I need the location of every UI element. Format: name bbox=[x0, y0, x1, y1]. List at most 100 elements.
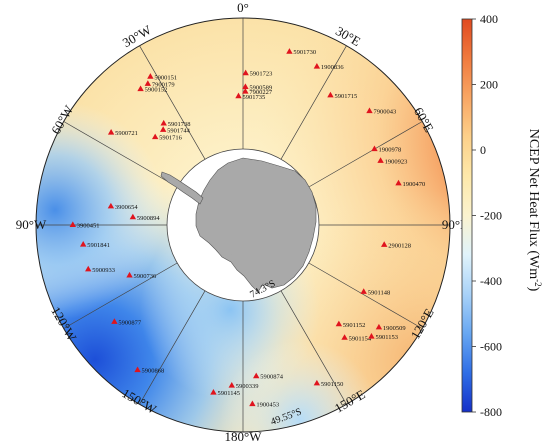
float-id-label: 5900894 bbox=[137, 215, 161, 222]
float-marker bbox=[80, 241, 87, 247]
meridian-line bbox=[139, 290, 206, 405]
float-id-label: 5901723 bbox=[250, 71, 273, 78]
float-marker bbox=[107, 129, 115, 135]
lon-label-90w: 90°W bbox=[16, 217, 47, 232]
float-marker bbox=[366, 107, 373, 114]
float-marker bbox=[375, 323, 383, 330]
float-marker bbox=[286, 48, 293, 54]
colorbar-tick-label: 200 bbox=[480, 78, 498, 92]
float-marker bbox=[126, 271, 133, 278]
float-marker bbox=[313, 62, 321, 69]
float-id-label: 1900453 bbox=[256, 402, 279, 409]
float-id-label: 1900923 bbox=[385, 158, 408, 165]
meridian-line bbox=[280, 45, 347, 160]
meridian-line bbox=[139, 45, 206, 160]
float-marker bbox=[69, 221, 76, 227]
colorbar-tick-label: -600 bbox=[480, 340, 502, 354]
float-id-label: 5900933 bbox=[92, 267, 115, 274]
float-id-label: 5901716 bbox=[159, 135, 183, 142]
float-marker bbox=[253, 372, 260, 379]
float-id-label: 5900339 bbox=[236, 383, 259, 390]
float-id-label: 1900509 bbox=[383, 325, 406, 332]
colorbar: 400 200 0 -200 -400 -600 -800 NCEP Net Heat Fl… bbox=[461, 12, 543, 419]
lon-label-180w: 180°W bbox=[225, 429, 263, 444]
antarctic-peninsula bbox=[160, 171, 204, 205]
float-id-label: 5901738 bbox=[168, 121, 191, 128]
colorbar-ramp bbox=[461, 18, 473, 413]
float-marker bbox=[85, 265, 92, 272]
meridian-line bbox=[63, 262, 178, 329]
float-marker bbox=[341, 334, 348, 340]
antarctica-landmass bbox=[160, 157, 317, 293]
float-marker bbox=[160, 119, 167, 126]
ice-shelf-island bbox=[229, 244, 242, 256]
float-marker bbox=[381, 241, 388, 247]
float-id-label: 5900152 bbox=[145, 87, 168, 94]
float-id-label: 5901730 bbox=[293, 49, 316, 56]
float-marker bbox=[137, 85, 144, 92]
float-id-label: 1900978 bbox=[378, 147, 401, 154]
float-marker bbox=[360, 288, 367, 294]
float-id-label: 7900227 bbox=[249, 89, 273, 96]
float-marker bbox=[249, 400, 256, 407]
argo-float-markers: 5901730 1900836 5901715 5901723 590058979002… bbox=[69, 48, 426, 409]
float-id-label: 5900589 bbox=[249, 85, 272, 92]
float-id-label: 5901154 bbox=[349, 335, 372, 342]
float-marker bbox=[210, 389, 217, 395]
float-marker bbox=[235, 92, 242, 99]
float-marker bbox=[368, 333, 375, 339]
float-id-label: 7900043 bbox=[373, 109, 396, 116]
meridian-line bbox=[63, 121, 178, 188]
colorbar-tick-label: -200 bbox=[480, 209, 502, 223]
float-id-label: 5901150 bbox=[321, 381, 344, 388]
float-id-label: 3900654 bbox=[115, 204, 139, 211]
float-marker bbox=[144, 80, 152, 86]
float-marker bbox=[327, 91, 334, 98]
colorbar-title: NCEP Net Heat Flux (Wm-2) bbox=[526, 129, 543, 292]
float-id-label: 5901153 bbox=[375, 334, 398, 341]
float-marker bbox=[377, 157, 384, 163]
float-id-label: 1900470 bbox=[403, 181, 426, 188]
float-marker bbox=[159, 126, 167, 132]
float-id-label: 7900179 bbox=[152, 81, 175, 88]
float-marker bbox=[147, 73, 154, 79]
colorbar-tick-label: -800 bbox=[480, 405, 502, 419]
float-id-label: 5901744 bbox=[167, 127, 191, 134]
colorbar-tick-label: 0 bbox=[480, 143, 486, 157]
lon-label-90e: 90°E bbox=[442, 217, 468, 232]
float-id-label: 5900868 bbox=[142, 368, 165, 375]
float-id-label: 5901735 bbox=[243, 94, 266, 101]
float-id-label: 5900721 bbox=[115, 130, 138, 137]
float-marker bbox=[107, 202, 115, 209]
float-marker bbox=[129, 213, 137, 220]
meridian-line bbox=[308, 121, 423, 188]
float-id-label: 5900151 bbox=[154, 74, 177, 81]
float-id-label: 1900836 bbox=[321, 64, 345, 71]
float-marker bbox=[395, 179, 402, 186]
float-marker bbox=[134, 366, 141, 373]
float-id-label: 5900736 bbox=[134, 273, 158, 280]
float-marker bbox=[242, 83, 249, 90]
meridian-line bbox=[308, 262, 423, 329]
float-marker bbox=[242, 69, 249, 76]
float-id-label: 5901715 bbox=[334, 93, 357, 100]
float-marker bbox=[371, 145, 378, 152]
float-marker bbox=[228, 382, 235, 388]
float-id-label: 5900874 bbox=[260, 374, 284, 381]
float-marker bbox=[313, 379, 321, 386]
float-id-label: 5901841 bbox=[87, 242, 110, 249]
colorbar-tick-label: -400 bbox=[480, 274, 502, 288]
meridian-line bbox=[280, 290, 347, 405]
float-id-label: 5901145 bbox=[217, 390, 240, 397]
map-boundary bbox=[35, 17, 451, 433]
float-id-label: 5901152 bbox=[343, 322, 366, 329]
float-marker bbox=[151, 133, 159, 140]
lon-label-0: 0° bbox=[237, 0, 249, 15]
float-id-label: 2900128 bbox=[388, 242, 411, 249]
colorbar-tick-label: 400 bbox=[480, 12, 498, 26]
colorbar-ticks: 400 200 0 -200 -400 -600 -800 bbox=[472, 12, 502, 419]
float-marker bbox=[242, 88, 249, 94]
float-marker bbox=[111, 318, 118, 324]
float-id-label: 5900877 bbox=[118, 319, 141, 326]
